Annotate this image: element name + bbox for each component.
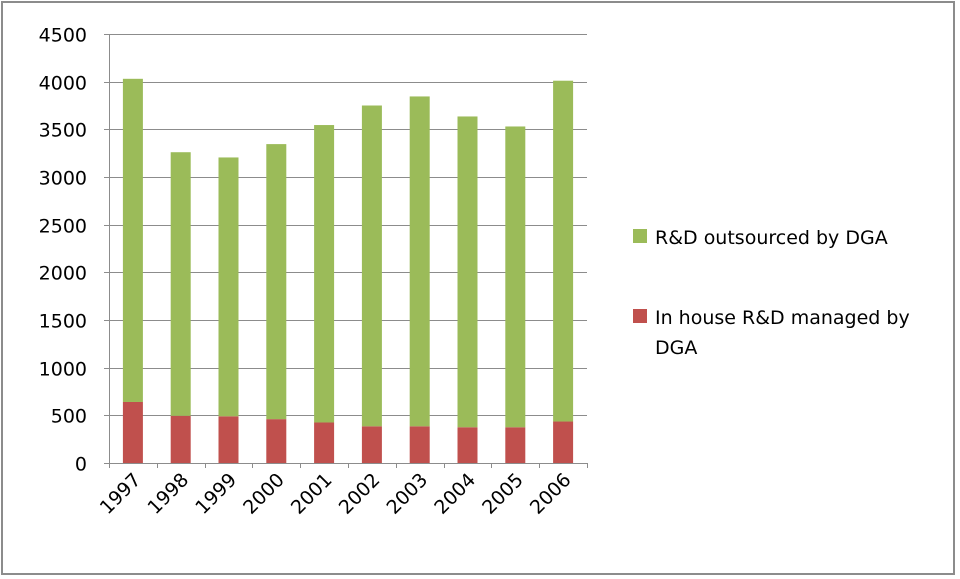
y-tick-label: 2500 [39, 216, 87, 238]
x-tick-label: 2002 [335, 469, 385, 519]
y-tick-label: 4500 [39, 25, 87, 47]
bar-inhouse-1999 [218, 416, 239, 463]
bar-outsourced-2001 [314, 125, 335, 423]
x-tick-label: 1998 [143, 469, 193, 519]
bar-inhouse-2006 [553, 421, 574, 463]
bars [122, 78, 574, 463]
legend-swatch-outsourced [633, 229, 647, 243]
bar-inhouse-2003 [409, 426, 430, 463]
legend-label-outsourced: R&D outsourced by DGA [655, 227, 888, 249]
legend-label-inhouse-line1: In house R&D managed by [655, 307, 910, 329]
x-tick-label: 2006 [526, 469, 576, 519]
bar-outsourced-2003 [409, 96, 430, 427]
x-tick-label: 1997 [96, 469, 146, 519]
y-tick-label: 1000 [39, 359, 87, 381]
bar-inhouse-1997 [122, 401, 143, 463]
x-tick-label: 2001 [287, 469, 337, 519]
legend-label-inhouse-line2: DGA [655, 337, 697, 359]
bar-inhouse-2002 [361, 426, 382, 463]
x-tick-label: 2004 [430, 469, 480, 519]
x-tick-label: 2005 [478, 469, 528, 519]
legend: R&D outsourced by DGA In house R&D manag… [633, 227, 910, 359]
bar-outsourced-2004 [457, 116, 478, 428]
bar-inhouse-2000 [266, 419, 287, 463]
bar-outsourced-1997 [122, 78, 143, 402]
bar-inhouse-1998 [170, 415, 191, 463]
y-tick-label: 2000 [39, 263, 87, 285]
bar-outsourced-2006 [553, 80, 574, 422]
bar-outsourced-1999 [218, 157, 239, 417]
y-tick-label: 1500 [39, 311, 87, 333]
bar-inhouse-2004 [457, 427, 478, 463]
bar-outsourced-2005 [505, 126, 526, 428]
y-axis: 0 500 1000 1500 2000 2500 3000 3500 4000 4500 [39, 25, 110, 476]
y-tick-label: 0 [75, 454, 87, 476]
x-tick-label: 2003 [382, 469, 432, 519]
bar-outsourced-1998 [170, 152, 191, 416]
x-tick-label: 2000 [239, 469, 289, 519]
bar-inhouse-2005 [505, 427, 526, 463]
y-tick-label: 500 [51, 406, 87, 428]
x-tick-label: 1999 [191, 469, 241, 519]
bar-outsourced-2002 [361, 105, 382, 427]
y-tick-label: 3000 [39, 168, 87, 190]
y-tick-label: 4000 [39, 73, 87, 95]
y-tick-label: 3500 [39, 120, 87, 142]
legend-swatch-inhouse [633, 309, 647, 323]
bar-inhouse-2001 [314, 422, 335, 463]
bar-outsourced-2000 [266, 144, 287, 420]
